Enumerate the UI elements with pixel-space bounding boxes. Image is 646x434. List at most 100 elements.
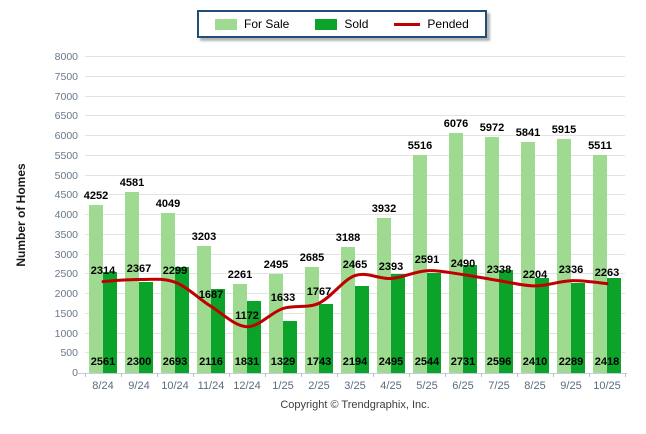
sold-value-label: 2596: [486, 356, 512, 368]
pended-value-label: 2367: [126, 262, 152, 275]
pended-value-label: 2336: [558, 263, 584, 276]
bar-sold: [607, 277, 621, 373]
for-sale-value-label: 6076: [443, 118, 469, 130]
legend-item-pended: Pended: [394, 17, 469, 31]
bar-for-sale: [377, 217, 391, 373]
bar-for-sale: [125, 192, 139, 373]
gridline: [85, 75, 625, 77]
bar-sold: [427, 272, 441, 373]
pended-value-label: 1687: [198, 289, 224, 302]
bar-for-sale: [269, 274, 283, 373]
gridline: [85, 174, 625, 176]
pended-value-label: 2338: [486, 263, 512, 276]
pended-value-label: 2490: [450, 257, 476, 270]
bar-for-sale: [89, 205, 103, 373]
gridline: [85, 214, 625, 215]
x-tick-label: 1/25: [272, 380, 294, 392]
sold-value-label: 2731: [450, 356, 476, 368]
gridline: [85, 194, 625, 196]
for-sale-value-label: 2685: [299, 251, 325, 264]
x-tick-label: 7/25: [488, 380, 510, 392]
gridline: [85, 154, 625, 156]
legend-item-label: Pended: [427, 17, 469, 31]
gridline: [85, 95, 625, 97]
y-tick-label: 7000: [54, 90, 78, 103]
x-tick-mark: [301, 373, 302, 377]
bar-sold: [355, 286, 369, 373]
bar-sold: [499, 270, 513, 373]
legend-item-sold: Sold: [315, 17, 368, 31]
pended-value-label: 2591: [414, 253, 440, 266]
x-axis-line: [78, 373, 627, 374]
bar-for-sale: [197, 246, 211, 373]
chart-legend: For Sale Sold Pended: [197, 10, 487, 38]
sold-value-label: 1743: [306, 356, 332, 368]
for-sale-value-label: 3932: [371, 202, 397, 215]
bar-sold: [139, 282, 153, 373]
for-sale-value-label: 3188: [335, 232, 361, 245]
y-tick-label: 0: [72, 367, 78, 379]
bar-for-sale: [593, 155, 607, 373]
gridline: [85, 115, 625, 117]
bar-for-sale: [413, 155, 427, 373]
sold-value-label: 2418: [594, 356, 620, 368]
for-sale-value-label: 2261: [227, 268, 253, 281]
x-tick-mark: [121, 373, 122, 377]
for-sale-value-label: 5511: [588, 140, 612, 153]
sold-value-label: 2544: [414, 356, 440, 368]
x-tick-mark: [337, 373, 338, 377]
x-tick-mark: [85, 373, 86, 377]
gridline: [85, 253, 625, 255]
sold-value-label: 2116: [199, 356, 223, 368]
x-tick-mark: [193, 373, 194, 377]
legend-item-label: Sold: [344, 17, 369, 31]
bar-for-sale: [485, 137, 499, 373]
y-tick-label: 4000: [54, 209, 78, 221]
y-axis-title-text: Number of Homes: [14, 163, 28, 267]
bar-sold: [283, 320, 297, 373]
bar-for-sale: [449, 133, 463, 373]
for-sale-value-label: 3203: [191, 231, 217, 244]
y-tick-label: 4500: [54, 189, 78, 202]
for-sale-value-label: 4581: [119, 177, 145, 190]
x-tick-mark: [409, 373, 410, 377]
gridline: [85, 56, 625, 57]
x-tick-mark: [229, 373, 230, 377]
sold-swatch-icon: [315, 18, 338, 30]
for-sale-value-label: 5841: [515, 127, 541, 140]
y-tick-label: 8000: [54, 51, 78, 63]
x-tick-mark: [517, 373, 518, 377]
pended-value-label: 2465: [342, 258, 368, 271]
x-tick-mark: [373, 373, 374, 377]
bar-sold: [463, 265, 477, 373]
for-sale-value-label: 5915: [551, 124, 577, 137]
for-sale-value-label: 4252: [83, 190, 109, 203]
pended-value-label: 2393: [378, 261, 404, 274]
x-tick-mark: [445, 373, 446, 377]
plot-area: 0 500 1000 1500 2000 2500 3000 3500 4000 4500 5000…: [55, 51, 627, 392]
pended-value-label: 1767: [306, 286, 332, 299]
x-tick-label: 8/25: [524, 380, 546, 392]
x-tick-label: 11/24: [197, 380, 225, 392]
bar-for-sale: [521, 142, 535, 373]
x-tick-mark: [481, 373, 482, 377]
x-tick-mark: [589, 373, 590, 377]
bar-sold: [175, 266, 189, 373]
y-tick-label: 5500: [54, 149, 78, 162]
pended-line: [101, 269, 609, 329]
x-tick-label: 4/25: [380, 380, 402, 392]
y-tick-label: 6500: [54, 110, 78, 123]
sold-value-label: 2561: [90, 356, 116, 368]
pended-value-label: 1172: [235, 309, 259, 322]
legend-item-for-sale: For Sale: [215, 17, 289, 31]
x-tick-label: 5/25: [416, 380, 438, 392]
x-tick-label: 10/24: [161, 380, 189, 392]
x-tick-label: 2/25: [308, 380, 330, 392]
pended-value-label: 2204: [522, 268, 548, 281]
x-tick-label: 10/25: [593, 380, 621, 392]
gridline: [85, 135, 625, 136]
pended-value-label: 2314: [90, 264, 116, 277]
sold-value-label: 2693: [162, 356, 188, 368]
sold-value-label: 1329: [270, 356, 296, 368]
y-tick-label: 2500: [54, 268, 78, 281]
